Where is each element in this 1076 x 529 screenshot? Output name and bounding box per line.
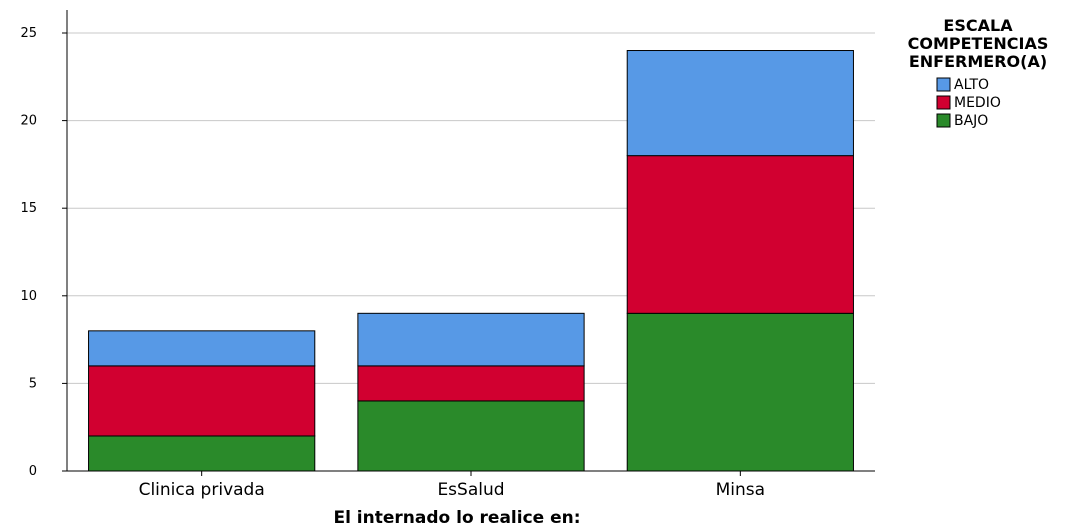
bar-segment-bajo: [626, 312, 854, 472]
y-tick-label: 0: [29, 464, 37, 479]
x-tick-label: Clinica privada: [139, 480, 265, 500]
y-tick-label: 5: [29, 376, 37, 391]
bar-segment-alto: [88, 330, 316, 367]
bar-segment-alto: [357, 312, 585, 367]
legend-swatch-medio: [936, 95, 951, 110]
bar-segment-medio: [88, 365, 316, 437]
bar-segment-bajo: [88, 435, 316, 472]
legend-label-bajo: BAJO: [954, 113, 988, 129]
bars: [88, 50, 854, 472]
legend-title-line-3: ENFERMERO(A): [909, 52, 1047, 71]
legend-swatch-bajo: [936, 113, 951, 128]
legend-title-line-2: COMPETENCIAS: [908, 34, 1049, 53]
axes: 0 5 10 15 20 25 Clinica privada EsSalud Minsa: [20, 10, 875, 500]
x-tick-label: Minsa: [716, 480, 765, 500]
y-tick-label: 20: [20, 114, 37, 129]
x-axis-label: El internado lo realice en:: [333, 508, 580, 528]
y-tick-label: 25: [20, 26, 37, 41]
legend-swatch-alto: [936, 77, 951, 92]
bar-segment-alto: [626, 50, 854, 157]
legend: ESCALA COMPETENCIAS ENFERMERO(A) ALTO MED…: [908, 16, 1049, 129]
y-tick-label: 10: [20, 289, 37, 304]
y-tick-label: 15: [20, 201, 37, 216]
legend-label-medio: MEDIO: [954, 95, 1001, 111]
bar-segment-medio: [626, 155, 854, 314]
legend-title-line-1: ESCALA: [943, 16, 1013, 35]
bar-segment-medio: [357, 365, 585, 402]
legend-label-alto: ALTO: [954, 77, 989, 93]
bar-segment-bajo: [357, 400, 585, 472]
x-tick-label: EsSalud: [437, 480, 504, 500]
